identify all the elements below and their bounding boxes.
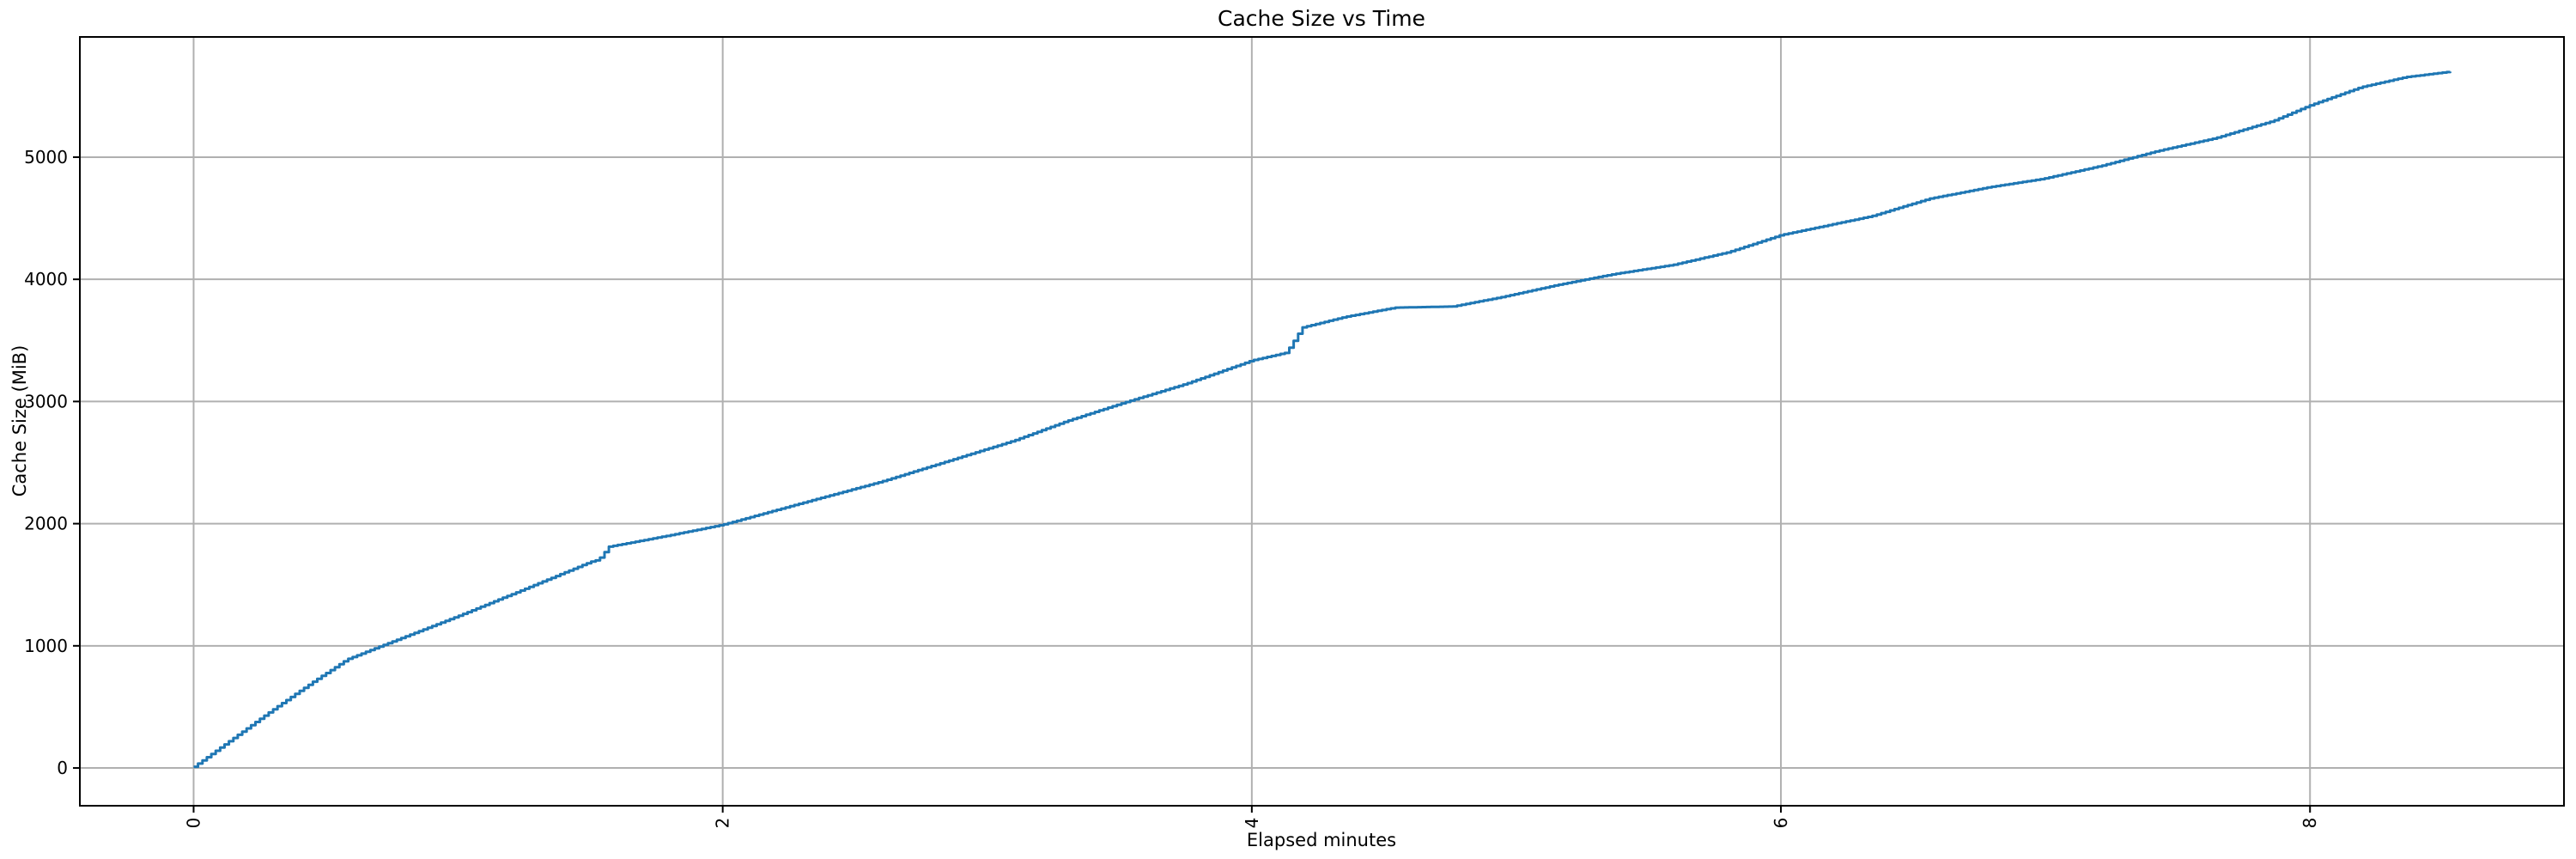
x-tick-label: 2 xyxy=(713,818,733,829)
y-tick-label: 4000 xyxy=(24,269,68,289)
axes-frame xyxy=(79,36,2565,807)
cache-size-line xyxy=(193,70,2451,769)
y-axis-label: Cache Size (MiB) xyxy=(9,345,30,497)
y-tick-label: 3000 xyxy=(24,391,68,411)
tick-layer: 0 2 4 6 8 0 1000 2000 3000 4000 5000 xyxy=(24,147,2320,828)
series-layer xyxy=(193,70,2451,769)
chart-title: Cache Size vs Time xyxy=(1218,6,1425,31)
y-tick-label: 5000 xyxy=(24,147,68,168)
x-tick-label: 6 xyxy=(1771,818,1791,829)
x-tick-label: 8 xyxy=(2300,818,2320,829)
x-tick-label: 4 xyxy=(1242,818,1262,829)
grid-layer xyxy=(80,37,2564,806)
y-tick-label: 2000 xyxy=(24,514,68,534)
x-tick-label: 0 xyxy=(183,818,204,829)
y-tick-label: 1000 xyxy=(24,636,68,656)
x-axis-label: Elapsed minutes xyxy=(1247,830,1396,850)
y-tick-label: 0 xyxy=(57,758,68,778)
